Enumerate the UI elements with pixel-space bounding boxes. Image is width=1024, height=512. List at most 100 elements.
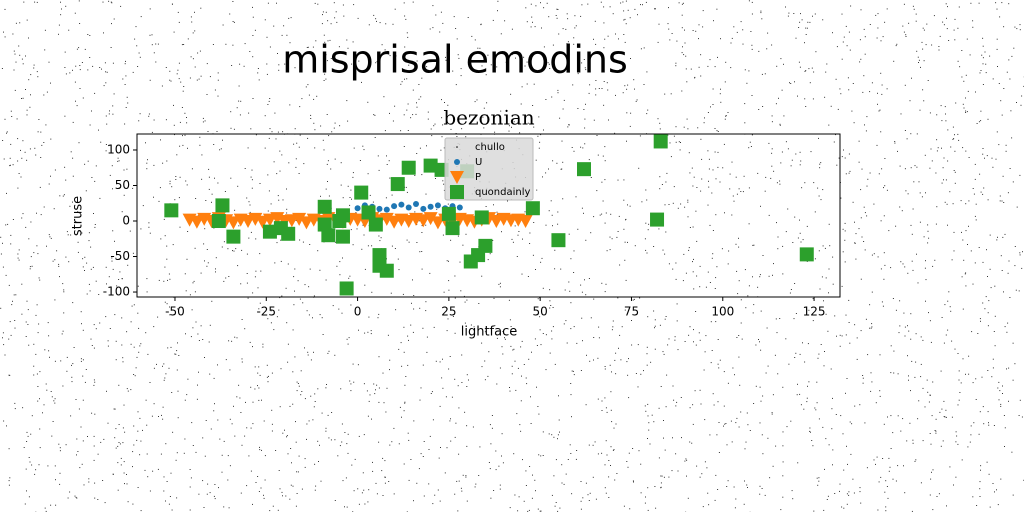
noise-dot [80,360,82,362]
noise-dot [943,24,945,26]
noise-dot [522,238,523,240]
noise-dot [684,42,686,44]
noise-dot [759,493,761,495]
noise-dot [421,232,423,233]
marker-square [321,228,336,243]
noise-dot [304,347,305,349]
noise-dot [693,176,695,178]
noise-dot [8,480,10,482]
noise-dot [642,4,643,6]
noise-dot [949,466,951,468]
noise-dot [40,214,42,216]
noise-dot [119,443,121,445]
noise-dot [907,272,909,274]
noise-dot [993,425,995,426]
noise-dot [269,46,271,48]
noise-dot [246,485,248,487]
noise-dot [602,155,604,157]
noise-dot [228,507,230,509]
noise-dot [186,122,188,124]
noise-dot [785,338,787,340]
noise-dot [296,381,298,383]
noise-dot [731,37,733,39]
noise-dot [912,439,914,441]
noise-dot [846,45,848,47]
noise-dot [257,476,259,477]
noise-dot [787,208,789,210]
noise-dot [215,257,217,259]
noise-dot [1006,331,1008,333]
noise-dot [682,2,684,4]
noise-dot [535,159,537,161]
noise-dot [259,302,261,304]
noise-dot [660,475,662,477]
noise-dot [988,424,990,426]
noise-dot [77,211,79,213]
noise-dot [992,78,994,80]
noise-dot [990,287,992,289]
noise-dot [950,310,952,312]
noise-dot [817,357,819,359]
noise-dot [822,426,824,428]
noise-dot [832,397,833,399]
noise-dot [949,191,951,193]
noise-dot [286,322,288,324]
noise-dot [439,361,441,363]
noise-dot [557,434,559,436]
noise-dot [935,223,937,225]
noise-dot [64,115,66,117]
noise-dot [252,16,254,18]
noise-dot [100,441,102,443]
noise-dot [511,238,513,240]
noise-dot [39,371,41,373]
noise-dot [912,208,914,210]
noise-dot [403,54,405,56]
noise-dot [361,248,363,250]
noise-dot [922,339,924,341]
noise-dot [759,276,761,278]
noise-dot [416,153,418,154]
noise-dot [341,441,343,443]
noise-dot [41,144,43,146]
noise-dot [842,228,844,230]
noise-dot [753,244,755,246]
noise-dot [860,278,862,280]
noise-dot [611,238,613,240]
noise-dot [626,140,627,142]
noise-dot [814,211,816,213]
noise-dot [773,263,774,265]
noise-dot [297,280,299,282]
noise-dot [159,187,161,189]
noise-dot [125,60,126,62]
noise-dot [33,374,35,376]
noise-dot [255,482,257,483]
noise-dot [277,131,279,133]
noise-dot [714,288,716,289]
noise-dot [363,383,365,385]
noise-dot [146,168,148,170]
noise-dot [960,200,962,202]
noise-dot [39,428,41,430]
noise-dot [745,307,747,309]
noise-dot [26,159,28,161]
noise-dot [843,469,845,471]
noise-dot [177,308,179,310]
noise-dot [939,411,941,413]
noise-dot [823,509,825,511]
noise-dot [944,304,946,306]
noise-dot [668,338,670,340]
noise-dot [806,397,808,399]
noise-dot [699,265,701,267]
noise-dot [127,264,129,266]
noise-dot [441,117,443,119]
noise-dot [126,331,128,333]
noise-dot [859,61,861,63]
noise-dot [252,6,253,8]
noise-dot [158,279,160,281]
noise-dot [377,211,379,213]
noise-dot [911,260,913,262]
noise-dot [742,43,744,45]
noise-dot [955,476,957,478]
noise-dot [282,495,283,497]
noise-dot [735,422,737,424]
